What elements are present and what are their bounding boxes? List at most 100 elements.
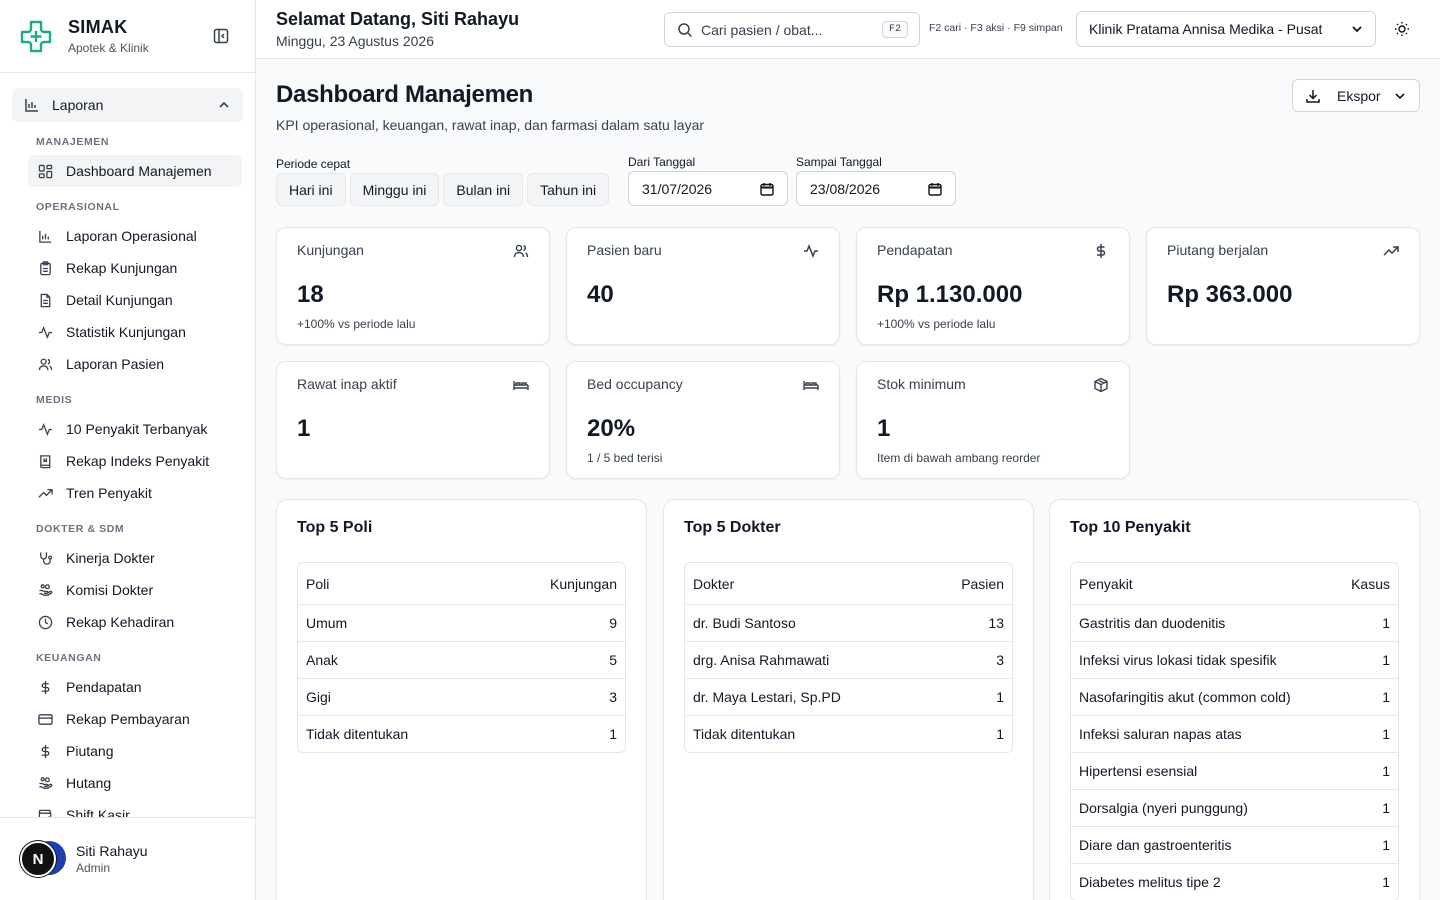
to-date-input[interactable]: 23/08/2026 <box>796 171 956 206</box>
sidebar-item-rekap-pembayaran[interactable]: Rekap Pembayaran <box>28 703 242 735</box>
search-input[interactable] <box>701 21 871 38</box>
sidebar-item-label: Dashboard Manajemen <box>66 163 212 179</box>
table-cell-name: Nasofaringitis akut (common cold) <box>1079 689 1291 705</box>
main-content: Dashboard Manajemen KPI operasional, keu… <box>256 59 1440 900</box>
sidebar-item-label: Shift Kasir <box>66 807 130 817</box>
table-cell-name: Gigi <box>306 689 331 705</box>
period-year-button[interactable]: Tahun ini <box>527 173 610 206</box>
greeting: Selamat Datang, Siti Rahayu <box>276 9 520 29</box>
kpi-card-stok-minimum: Stok minimum 1 Item di bawah ambang reor… <box>856 361 1130 479</box>
table-header-row: Penyakit Kasus <box>1071 563 1398 604</box>
table-cell-name: Diabetes melitus tipe 2 <box>1079 874 1221 890</box>
table-row: Anak 5 <box>298 641 625 678</box>
sidebar-item-rekap-kehadiran[interactable]: Rekap Kehadiran <box>28 606 242 638</box>
avatar: N <box>20 841 66 877</box>
sidebar-item-tren-penyakit[interactable]: Tren Penyakit <box>28 477 242 509</box>
kpi-value: 40 <box>587 281 614 308</box>
table-cell-count: 1 <box>1382 763 1390 779</box>
kpi-card-pendapatan: Pendapatan Rp 1.130.000 +100% vs periode… <box>856 227 1130 345</box>
table-row: Infeksi virus lokasi tidak spesifik 1 <box>1071 641 1398 678</box>
panel-title: Top 10 Penyakit <box>1070 519 1191 536</box>
sidebar-item-pendapatan[interactable]: Pendapatan <box>28 671 242 703</box>
from-date-field: Dari Tanggal 31/07/2026 <box>628 155 788 206</box>
panel-top-poli: Top 5 Poli Poli Kunjungan Umum 9 Anak 5 Gigi 3 T… <box>276 499 647 900</box>
calendar-icon[interactable] <box>760 182 774 196</box>
from-date-input[interactable]: 31/07/2026 <box>628 171 788 206</box>
panel-top-penyakit: Top 10 Penyakit Penyakit Kasus Gastritis d… <box>1049 499 1420 900</box>
kpi-title: Pasien baru <box>587 242 662 258</box>
sidebar-item-rekap-indeks-penyakit[interactable]: Rekap Indeks Penyakit <box>28 445 242 477</box>
sidebar-item-label: Piutang <box>66 743 114 759</box>
users-icon <box>513 244 529 258</box>
kpi-title: Rawat inap aktif <box>297 376 397 392</box>
table-row: Gigi 3 <box>298 678 625 715</box>
sidebar-item-komisi-dokter[interactable]: Komisi Dokter <box>28 574 242 606</box>
sidebar-collapse-icon[interactable] <box>213 28 229 44</box>
top-header: Selamat Datang, Siti Rahayu Minggu, 23 A… <box>256 0 1440 59</box>
sidebar-item-detail-kunjungan[interactable]: Detail Kunjungan <box>28 284 242 316</box>
clipboard-icon <box>40 260 51 275</box>
shortcut-hint: F2 cari · F3 aksi · F9 simpan <box>929 22 1063 34</box>
dollar-icon <box>41 680 50 694</box>
period-today-button[interactable]: Hari ini <box>276 173 346 206</box>
book-icon <box>40 454 51 468</box>
user-name: Siti Rahayu <box>76 843 148 859</box>
sidebar-item-statistik-kunjungan[interactable]: Statistik Kunjungan <box>28 316 242 348</box>
sidebar-item-label: Laporan Pasien <box>66 356 165 372</box>
user-profile[interactable]: N Siti Rahayu Admin <box>0 817 255 900</box>
sidebar-item-rekap-kunjungan[interactable]: Rekap Kunjungan <box>28 252 242 284</box>
period-week-button[interactable]: Minggu ini <box>349 173 440 206</box>
clinic-select[interactable]: Klinik Pratama Annisa Medika - Pusat <box>1076 11 1376 47</box>
sidebar-item-shift-kasir[interactable]: Shift Kasir <box>28 799 242 817</box>
brand-name: SIMAK <box>68 17 128 37</box>
table-cell-name: Gastritis dan duodenitis <box>1079 615 1226 631</box>
table-cell-name: Umum <box>306 615 348 631</box>
table-cell-name: Tidak ditentukan <box>693 726 796 742</box>
table-cell-name: dr. Budi Santoso <box>693 615 796 631</box>
bar-chart-icon <box>39 230 52 243</box>
period-month-button[interactable]: Bulan ini <box>443 173 524 206</box>
top-dokter-table: Dokter Pasien dr. Budi Santoso 13 drg. Anisa… <box>684 562 1013 753</box>
bar-chart-icon <box>25 99 38 112</box>
activity-icon <box>804 243 818 259</box>
table-cell-count: 1 <box>1382 652 1390 668</box>
sidebar-item-label: Laporan Operasional <box>66 228 197 244</box>
theme-toggle-sun-icon[interactable] <box>1394 21 1410 37</box>
sidebar: SIMAK Apotek & Klinik Laporan MANAJEMEN D… <box>0 0 256 900</box>
table-row: dr. Budi Santoso 13 <box>685 604 1012 641</box>
column-header: Pasien <box>961 575 1004 592</box>
table-row: Diabetes melitus tipe 2 1 <box>1071 863 1398 900</box>
stethoscope-icon <box>40 551 53 565</box>
search-box[interactable]: F2 <box>664 12 920 47</box>
sidebar-item-piutang[interactable]: Piutang <box>28 735 242 767</box>
kpi-note: +100% vs periode lalu <box>297 317 416 331</box>
sidebar-item-laporan-pasien[interactable]: Laporan Pasien <box>28 348 242 380</box>
nav-group-laporan[interactable]: Laporan <box>12 88 243 122</box>
table-cell-count: 1 <box>996 726 1004 742</box>
trending-up-icon <box>1383 246 1399 256</box>
user-role: Admin <box>76 861 111 875</box>
calendar-icon[interactable] <box>928 182 942 196</box>
sidebar-item-label: Rekap Indeks Penyakit <box>66 453 210 469</box>
table-cell-count: 1 <box>609 726 617 742</box>
export-button-label: Ekspor <box>1337 87 1381 104</box>
sidebar-item-kinerja-dokter[interactable]: Kinerja Dokter <box>28 542 242 574</box>
kpi-card-rawat-inap: Rawat inap aktif 1 <box>276 361 550 479</box>
top-poli-table: Poli Kunjungan Umum 9 Anak 5 Gigi 3 Tidak ditent… <box>297 562 626 753</box>
panel-top-dokter: Top 5 Dokter Dokter Pasien dr. Budi Santos… <box>663 499 1034 900</box>
sidebar-item-laporan-operasional[interactable]: Laporan Operasional <box>28 220 242 252</box>
table-cell-name: Infeksi virus lokasi tidak spesifik <box>1079 652 1277 668</box>
sidebar-item-dashboard-manajemen[interactable]: Dashboard Manajemen <box>28 155 242 187</box>
sidebar-item-label: Rekap Kunjungan <box>66 260 178 276</box>
sidebar-item-hutang[interactable]: Hutang <box>28 767 242 799</box>
kpi-card-piutang: Piutang berjalan Rp 363.000 <box>1146 227 1420 345</box>
export-button[interactable]: Ekspor <box>1292 79 1420 112</box>
table-cell-count: 9 <box>609 615 617 631</box>
table-cell-count: 1 <box>1382 800 1390 816</box>
table-cell-name: Diare dan gastroenteritis <box>1079 837 1232 853</box>
page-title: Dashboard Manajemen <box>276 81 534 108</box>
sidebar-item-10-penyakit-terbanyak[interactable]: 10 Penyakit Terbanyak <box>28 413 242 445</box>
nav-group-label: Laporan <box>52 97 104 113</box>
kpi-title: Bed occupancy <box>587 376 683 392</box>
sidebar-item-label: Rekap Kehadiran <box>66 614 175 630</box>
